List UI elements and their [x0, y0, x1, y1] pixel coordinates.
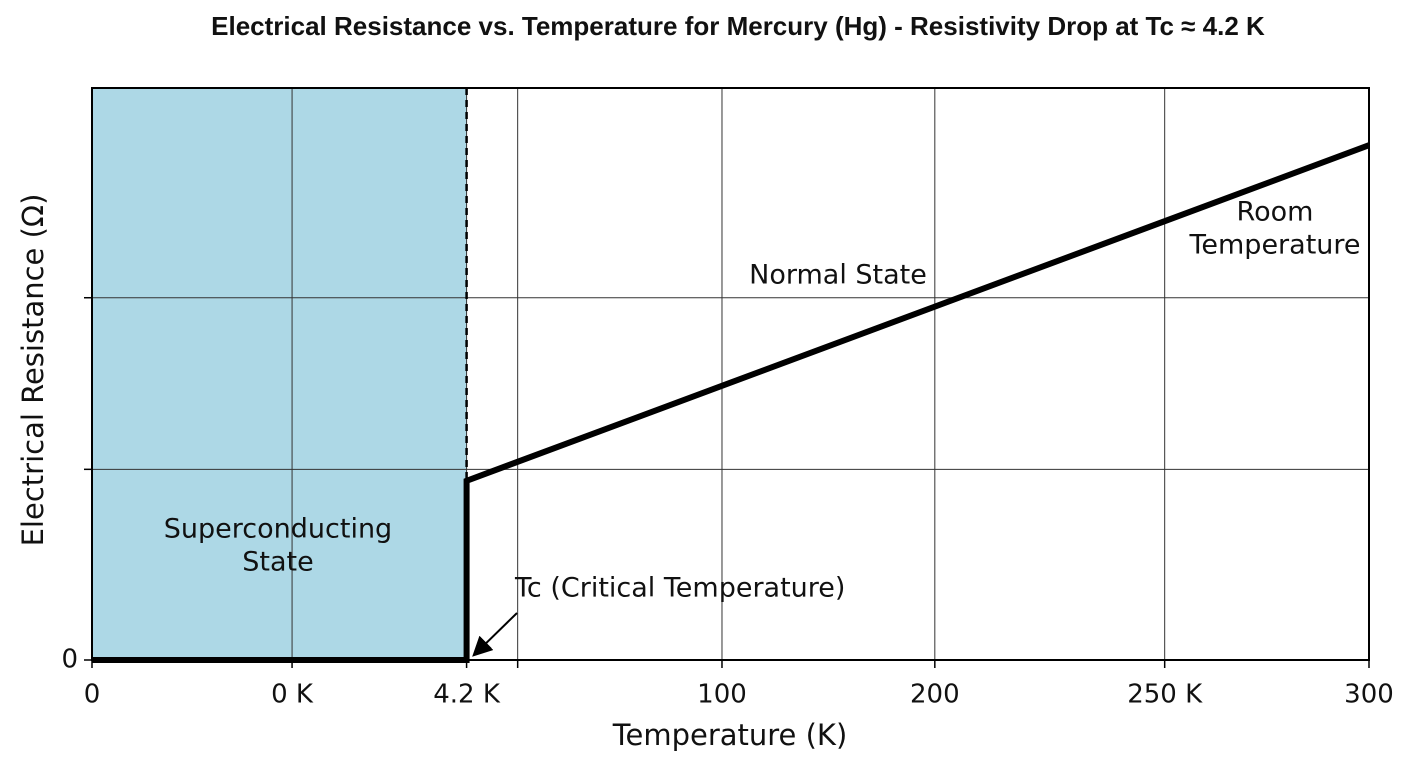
plot-frame — [91, 87, 1370, 661]
annotation: Temperature — [1188, 230, 1360, 261]
x-tick-label: 100 — [697, 680, 747, 710]
annotation: Room — [1237, 197, 1314, 228]
annotation-arrow — [472, 612, 518, 657]
x-tick-label: 300 — [1344, 680, 1394, 710]
x-tick-label: 250 K — [1127, 680, 1203, 710]
chart-title: Electrical Resistance vs. Temperature fo… — [211, 11, 1265, 41]
annotation: Normal State — [749, 260, 927, 291]
y-tick-label: 0 — [61, 645, 78, 675]
y-axis-title: Electrical Resistance (Ω) — [16, 194, 50, 547]
x-tick-label: 0 — [84, 680, 101, 710]
annotation: Tc (Critical Temperature) — [514, 573, 845, 604]
x-tick-label: 0 K — [271, 680, 314, 710]
resistance-line — [92, 142, 1371, 663]
annotation: State — [242, 547, 313, 578]
x-tick-label: 200 — [910, 680, 960, 710]
x-axis-title: Temperature (K) — [612, 718, 848, 752]
superconducting-region — [92, 88, 467, 660]
annotation: Superconducting — [164, 514, 392, 545]
x-tick-label: 4.2 K — [433, 680, 501, 710]
